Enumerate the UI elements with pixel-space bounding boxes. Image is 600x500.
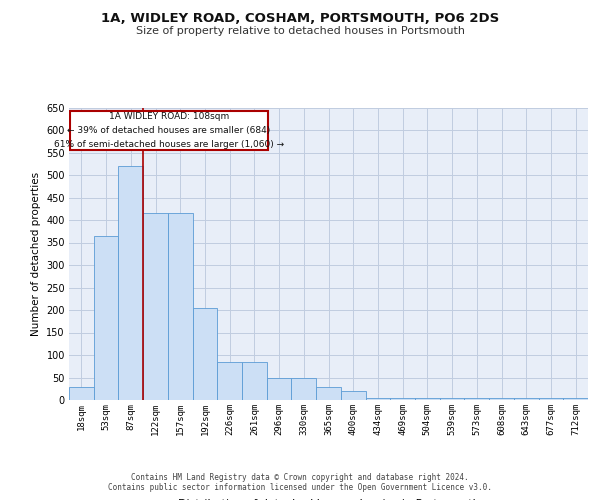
- Y-axis label: Number of detached properties: Number of detached properties: [31, 172, 41, 336]
- Bar: [440, 398, 464, 400]
- Bar: [415, 398, 440, 400]
- Bar: [341, 391, 365, 400]
- Bar: [563, 398, 588, 400]
- Bar: [118, 166, 143, 400]
- Bar: [316, 386, 341, 400]
- Bar: [390, 398, 415, 400]
- Bar: [292, 378, 316, 400]
- Bar: [143, 213, 168, 400]
- Bar: [193, 308, 217, 400]
- Bar: [365, 398, 390, 400]
- Bar: [267, 378, 292, 400]
- Text: Contains HM Land Registry data © Crown copyright and database right 2024.
Contai: Contains HM Land Registry data © Crown c…: [108, 473, 492, 492]
- Bar: [70, 110, 268, 150]
- Text: 1A, WIDLEY ROAD, COSHAM, PORTSMOUTH, PO6 2DS: 1A, WIDLEY ROAD, COSHAM, PORTSMOUTH, PO6…: [101, 12, 499, 26]
- Bar: [217, 362, 242, 400]
- Text: 1A WIDLEY ROAD: 108sqm
← 39% of detached houses are smaller (684)
61% of semi-de: 1A WIDLEY ROAD: 108sqm ← 39% of detached…: [54, 112, 284, 149]
- Bar: [242, 362, 267, 400]
- Bar: [539, 398, 563, 400]
- Bar: [94, 236, 118, 400]
- Text: Size of property relative to detached houses in Portsmouth: Size of property relative to detached ho…: [136, 26, 464, 36]
- Bar: [514, 398, 539, 400]
- Bar: [69, 386, 94, 400]
- Bar: [489, 398, 514, 400]
- Bar: [168, 213, 193, 400]
- X-axis label: Distribution of detached houses by size in Portsmouth: Distribution of detached houses by size …: [178, 499, 479, 500]
- Bar: [464, 398, 489, 400]
